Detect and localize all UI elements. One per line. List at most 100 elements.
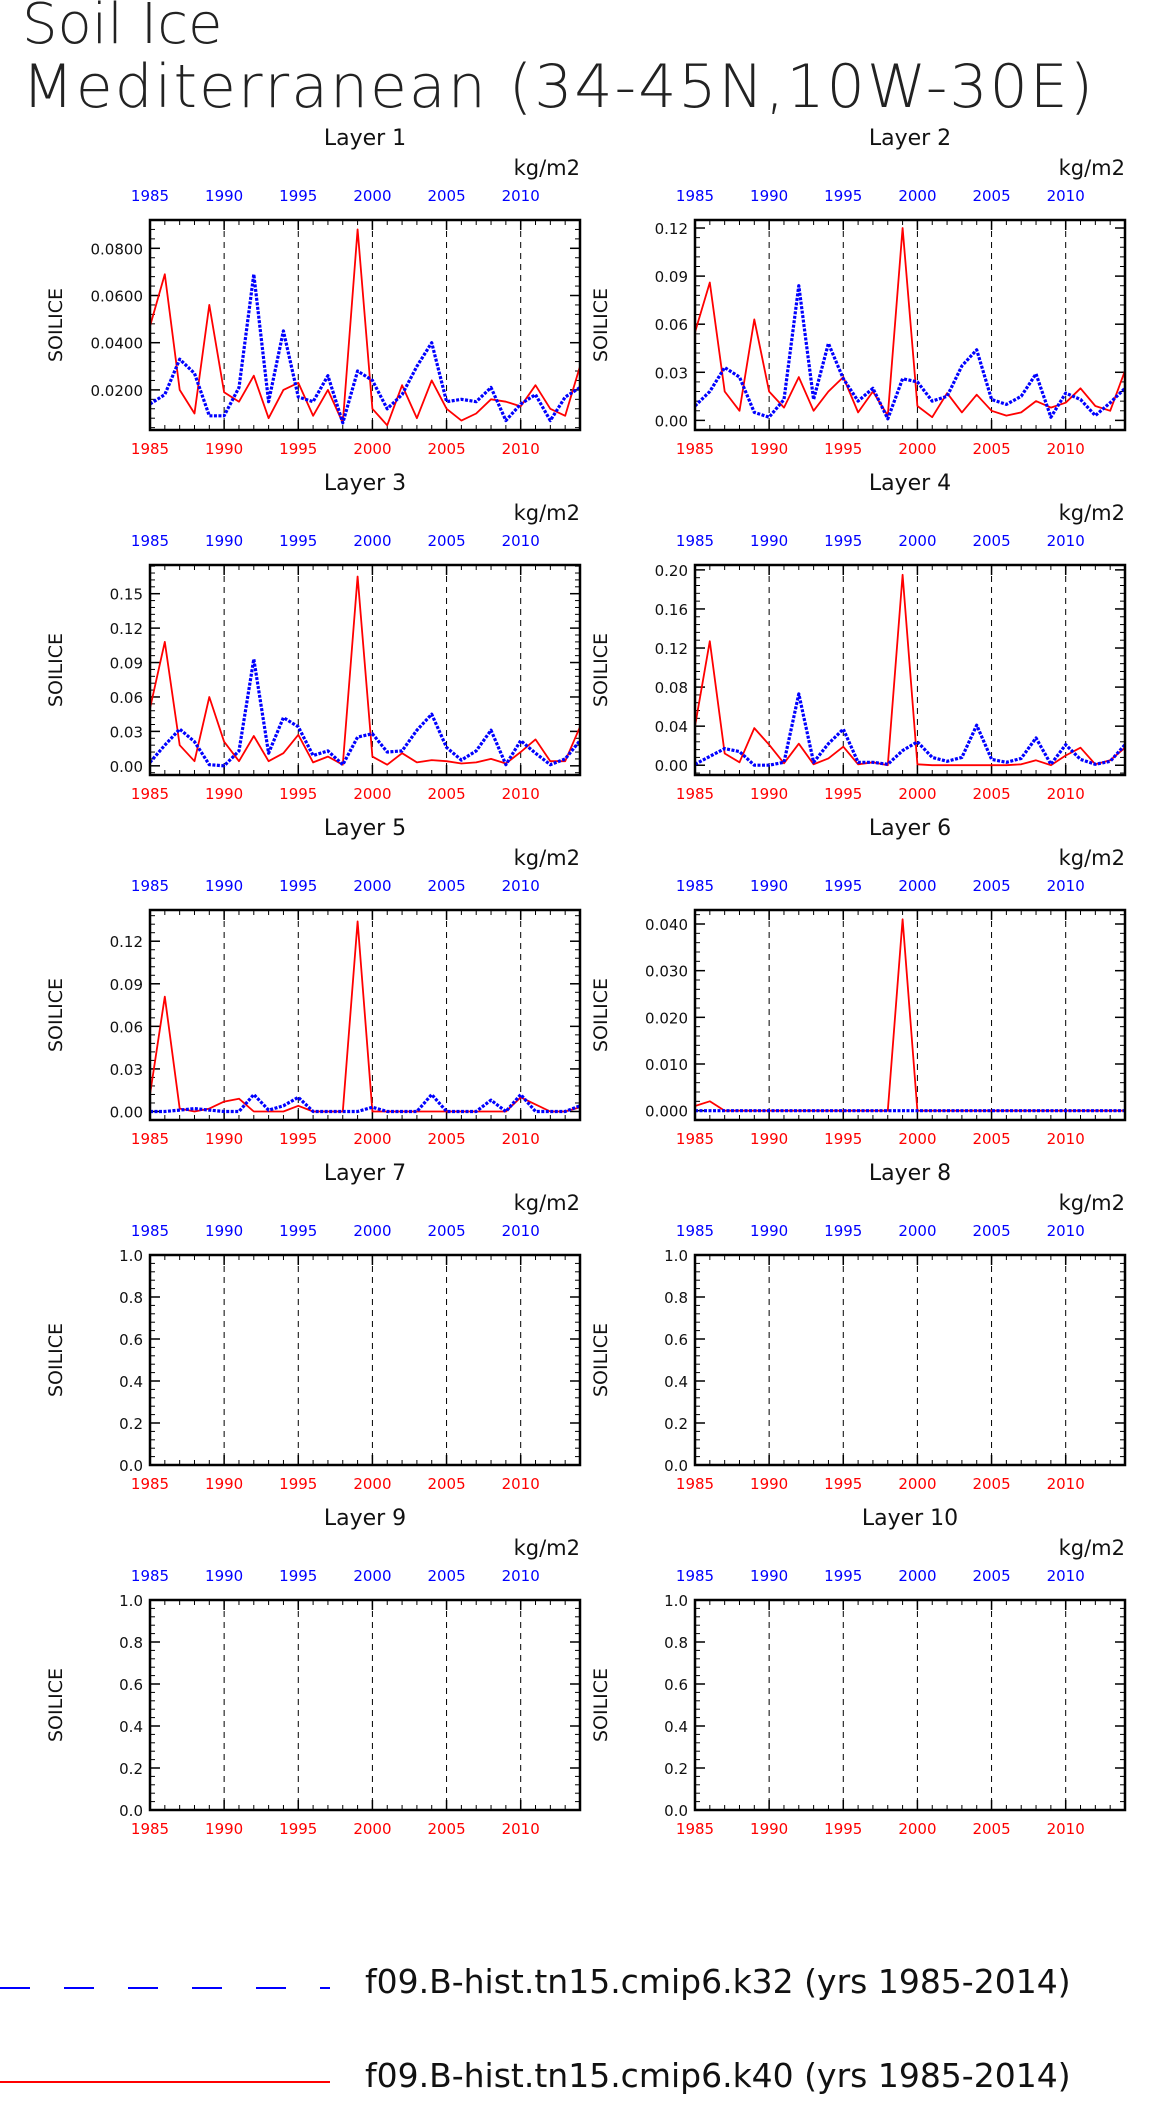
x-tick-label-bottom: 1990 — [750, 1820, 788, 1838]
x-tick-label-top: 2010 — [1047, 187, 1085, 205]
y-tick-label: 0.020 — [645, 1009, 688, 1027]
series-line-k40 — [694, 573, 1126, 767]
x-tick-label-bottom: 2005 — [972, 1820, 1010, 1838]
panel-title: Layer 8 — [869, 1161, 951, 1186]
x-tick-label-top: 2005 — [427, 1567, 465, 1585]
x-tick-label-bottom: 1990 — [750, 1130, 788, 1148]
x-tick-label-top: 2005 — [427, 1222, 465, 1240]
x-tick-label-bottom: 2005 — [427, 440, 465, 458]
x-tick-label-top: 2000 — [353, 1567, 391, 1585]
y-tick-label: 0.4 — [664, 1718, 688, 1736]
x-tick-label-top: 1990 — [205, 1567, 243, 1585]
x-tick-label-top: 2000 — [898, 532, 936, 550]
x-tick-label-bottom: 1995 — [824, 785, 862, 803]
y-tick-label: 0.8 — [119, 1634, 143, 1652]
x-tick-label-top: 2000 — [898, 187, 936, 205]
chart-panel: Layer 2 kg/m2 SOILICE 1985 1985 1990 1990 1995 1… — [590, 126, 1127, 458]
x-tick-label-top: 2010 — [502, 532, 540, 550]
y-tick-label: 0.6 — [664, 1676, 688, 1694]
legend-swatch-k32 — [0, 1987, 330, 1989]
x-tick-label-bottom: 2000 — [353, 1820, 391, 1838]
x-tick-label-bottom: 2005 — [972, 440, 1010, 458]
x-tick-label-bottom: 2010 — [1047, 785, 1085, 803]
panel-title: Layer 7 — [324, 1161, 406, 1186]
y-tick-label: 1.0 — [664, 1247, 688, 1265]
x-tick-label-top: 1985 — [676, 1222, 714, 1240]
y-tick-label: 1.0 — [119, 1247, 143, 1265]
units-label: kg/m2 — [514, 846, 580, 870]
x-tick-label-bottom: 2000 — [353, 1475, 391, 1493]
x-tick-label-top: 2005 — [427, 877, 465, 895]
y-tick-label: 0.030 — [645, 963, 688, 981]
x-tick-label-bottom: 2000 — [898, 440, 936, 458]
y-tick-label: 0.0 — [664, 1802, 688, 1820]
x-tick-label-bottom: 1985 — [131, 1820, 169, 1838]
y-axis-label: SOILICE — [590, 633, 612, 707]
x-tick-label-top: 1990 — [750, 877, 788, 895]
y-tick-label: 0.2 — [664, 1415, 688, 1433]
series-line-k32 — [148, 657, 582, 768]
plot-frame — [693, 908, 1127, 1122]
y-tick-label: 0.03 — [110, 723, 143, 741]
x-tick-label-top: 2005 — [972, 1567, 1010, 1585]
y-tick-label: 0.4 — [664, 1373, 688, 1391]
y-axis-label: SOILICE — [45, 1323, 67, 1397]
x-tick-label-bottom: 2000 — [353, 440, 391, 458]
x-tick-label-top: 2010 — [502, 1222, 540, 1240]
x-tick-label-top: 1995 — [279, 1222, 317, 1240]
chart-panel: Layer 7 kg/m2 SOILICE 1985 1985 1990 1990 1995 1… — [45, 1161, 582, 1493]
plot-frame — [148, 1598, 582, 1812]
y-tick-label: 0.03 — [110, 1061, 143, 1079]
charts-grid: Layer 1 kg/m2 SOILICE 1985 1985 1990 1990 1995 1… — [45, 126, 1127, 1838]
x-tick-label-bottom: 1990 — [205, 440, 243, 458]
x-tick-label-bottom: 1985 — [131, 440, 169, 458]
units-label: kg/m2 — [514, 1536, 580, 1560]
x-tick-label-top: 2000 — [898, 1567, 936, 1585]
x-tick-label-bottom: 2005 — [427, 1130, 465, 1148]
x-tick-label-bottom: 2010 — [502, 785, 540, 803]
x-tick-label-top: 2010 — [1047, 532, 1085, 550]
chart-panel: Layer 5 kg/m2 SOILICE 1985 1985 1990 1990 1995 1… — [45, 816, 582, 1148]
units-label: kg/m2 — [514, 501, 580, 525]
y-tick-label: 0.010 — [645, 1056, 688, 1074]
x-tick-label-bottom: 1985 — [676, 1130, 714, 1148]
y-axis-label: SOILICE — [590, 1323, 612, 1397]
panel-title: Layer 9 — [324, 1506, 406, 1531]
x-tick-label-bottom: 1995 — [279, 785, 317, 803]
y-tick-label: 0.0400 — [91, 335, 144, 353]
x-tick-label-top: 2005 — [972, 532, 1010, 550]
x-tick-label-top: 2000 — [353, 877, 391, 895]
units-label: kg/m2 — [514, 156, 580, 180]
x-tick-label-top: 1985 — [676, 532, 714, 550]
x-tick-label-top: 2010 — [1047, 1222, 1085, 1240]
y-tick-label: 0.8 — [664, 1634, 688, 1652]
chart-panel: Layer 8 kg/m2 SOILICE 1985 1985 1990 1990 1995 1… — [590, 1161, 1127, 1493]
x-tick-label-top: 1990 — [205, 877, 243, 895]
panel-title: Layer 10 — [862, 1506, 958, 1531]
y-tick-label: 0.00 — [655, 412, 688, 430]
x-tick-label-top: 1985 — [131, 1222, 169, 1240]
x-tick-label-bottom: 1985 — [131, 1475, 169, 1493]
x-tick-label-bottom: 2010 — [502, 1475, 540, 1493]
y-tick-label: 0.08 — [655, 679, 688, 697]
y-tick-label: 0.0 — [119, 1457, 143, 1475]
y-tick-label: 0.0200 — [91, 382, 144, 400]
y-tick-label: 0.0 — [119, 1802, 143, 1820]
plot-frame — [148, 218, 582, 432]
x-tick-label-top: 1990 — [205, 187, 243, 205]
y-tick-label: 0.06 — [110, 1018, 143, 1036]
units-label: kg/m2 — [1059, 1191, 1125, 1215]
x-tick-label-top: 1995 — [279, 1567, 317, 1585]
chart-panel: Layer 9 kg/m2 SOILICE 1985 1985 1990 1990 1995 1… — [45, 1506, 582, 1838]
y-tick-label: 0.12 — [110, 620, 143, 638]
x-tick-label-top: 2000 — [353, 187, 391, 205]
x-tick-label-bottom: 1985 — [131, 785, 169, 803]
x-tick-label-top: 2000 — [353, 1222, 391, 1240]
x-tick-label-top: 1995 — [824, 187, 862, 205]
y-tick-label: 0.00 — [110, 1103, 143, 1121]
plot-frame — [693, 1253, 1127, 1467]
x-tick-label-bottom: 2000 — [898, 1130, 936, 1148]
units-label: kg/m2 — [1059, 156, 1125, 180]
y-tick-label: 0.09 — [655, 268, 688, 286]
x-tick-label-bottom: 2010 — [1047, 1130, 1085, 1148]
